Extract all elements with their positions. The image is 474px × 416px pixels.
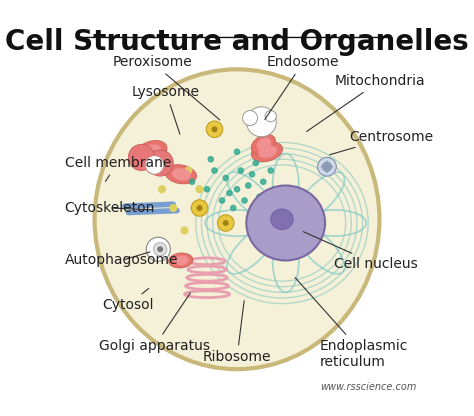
Circle shape — [158, 247, 163, 252]
Circle shape — [185, 167, 191, 174]
Ellipse shape — [135, 141, 167, 163]
Text: Cytoskeleton: Cytoskeleton — [64, 201, 155, 215]
Circle shape — [206, 121, 223, 138]
Circle shape — [322, 162, 331, 171]
Text: Cell membrane: Cell membrane — [64, 156, 171, 181]
Ellipse shape — [142, 144, 161, 159]
Circle shape — [145, 156, 164, 174]
Circle shape — [128, 144, 155, 171]
Ellipse shape — [246, 186, 325, 260]
Ellipse shape — [174, 255, 189, 265]
Circle shape — [147, 150, 173, 176]
Circle shape — [234, 187, 240, 192]
Circle shape — [212, 127, 217, 131]
Text: Lysosome: Lysosome — [132, 85, 200, 134]
Circle shape — [223, 176, 228, 181]
Ellipse shape — [251, 134, 275, 154]
Circle shape — [159, 186, 165, 193]
Ellipse shape — [320, 164, 334, 169]
Circle shape — [208, 157, 213, 162]
Circle shape — [146, 237, 170, 261]
Circle shape — [196, 186, 203, 193]
Circle shape — [246, 183, 251, 188]
Ellipse shape — [258, 145, 277, 158]
Text: www.rsscience.com: www.rsscience.com — [320, 381, 417, 391]
Text: Endoplasmic
reticulum: Endoplasmic reticulum — [295, 277, 408, 369]
Circle shape — [261, 179, 266, 184]
Circle shape — [257, 194, 262, 199]
Text: Peroxisome: Peroxisome — [112, 55, 220, 120]
Circle shape — [234, 149, 240, 154]
Text: Mitochondria: Mitochondria — [307, 74, 425, 131]
Ellipse shape — [271, 209, 293, 230]
Circle shape — [243, 111, 257, 126]
Ellipse shape — [172, 168, 191, 181]
Text: Centrosome: Centrosome — [329, 130, 434, 155]
Text: Ribosome: Ribosome — [203, 301, 271, 364]
Circle shape — [204, 187, 210, 192]
Ellipse shape — [325, 160, 329, 173]
Circle shape — [212, 168, 217, 173]
Ellipse shape — [169, 253, 193, 268]
Circle shape — [154, 243, 167, 256]
Circle shape — [268, 168, 273, 173]
Circle shape — [318, 157, 337, 176]
Circle shape — [253, 161, 258, 166]
Circle shape — [191, 200, 208, 216]
Text: Autophagosome: Autophagosome — [64, 252, 178, 267]
Circle shape — [197, 206, 202, 210]
Circle shape — [238, 168, 243, 173]
Ellipse shape — [95, 69, 379, 369]
Circle shape — [242, 198, 247, 203]
Ellipse shape — [165, 165, 197, 184]
Circle shape — [219, 198, 225, 203]
Circle shape — [227, 191, 232, 196]
Circle shape — [201, 209, 206, 214]
Text: Cytosol: Cytosol — [102, 288, 154, 312]
Circle shape — [265, 111, 276, 122]
Circle shape — [272, 187, 277, 192]
Circle shape — [231, 206, 236, 210]
Circle shape — [224, 221, 228, 225]
Text: Cell Structure and Organelles: Cell Structure and Organelles — [5, 28, 469, 56]
Text: Golgi apparatus: Golgi apparatus — [99, 293, 210, 353]
Circle shape — [190, 179, 195, 184]
Circle shape — [246, 107, 276, 137]
Text: Cell nucleus: Cell nucleus — [303, 232, 418, 271]
Circle shape — [249, 172, 255, 177]
Text: Endosome: Endosome — [265, 55, 339, 119]
Circle shape — [181, 227, 188, 234]
Circle shape — [218, 215, 234, 231]
Circle shape — [170, 205, 177, 211]
Ellipse shape — [251, 142, 283, 162]
Ellipse shape — [256, 138, 271, 150]
